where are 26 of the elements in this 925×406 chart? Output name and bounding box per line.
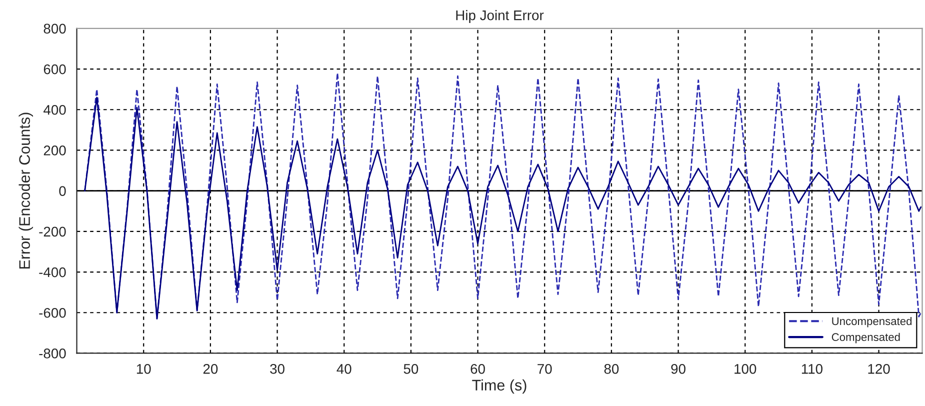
- y-tick-label: 800: [44, 24, 66, 34]
- y-tick-label: 400: [44, 104, 66, 115]
- x-tick-label: 40: [336, 364, 352, 374]
- x-tick-label: 120: [868, 364, 890, 374]
- y-tick-label: -600: [39, 308, 66, 318]
- x-tick-label: 50: [404, 364, 418, 374]
- legend-label: Uncompensated: [832, 316, 912, 328]
- x-tick-label: 30: [270, 364, 284, 374]
- y-tick-label: 0: [59, 186, 66, 196]
- x-tick-label: 110: [802, 364, 822, 374]
- x-tick-label: 20: [203, 364, 218, 374]
- y-tick-label: -200: [39, 226, 66, 237]
- y-tick-label: -400: [39, 267, 66, 278]
- x-tick-label: 80: [604, 364, 619, 374]
- x-tick-label: 60: [470, 364, 485, 374]
- chart-title: Hip Joint Error: [456, 10, 544, 23]
- x-tick-label: 10: [136, 364, 151, 374]
- x-tick-label: 90: [671, 364, 686, 374]
- x-axis-title: Time (s): [472, 379, 526, 394]
- x-tick-label: 100: [734, 364, 756, 374]
- y-tick-label: 200: [44, 146, 66, 156]
- legend-label: Compensated: [832, 332, 900, 344]
- y-tick-label: -800: [39, 348, 66, 358]
- y-tick-label: 600: [44, 64, 66, 74]
- y-axis-title: Error (Encoder Counts): [18, 112, 33, 269]
- x-tick-label: 70: [538, 364, 552, 374]
